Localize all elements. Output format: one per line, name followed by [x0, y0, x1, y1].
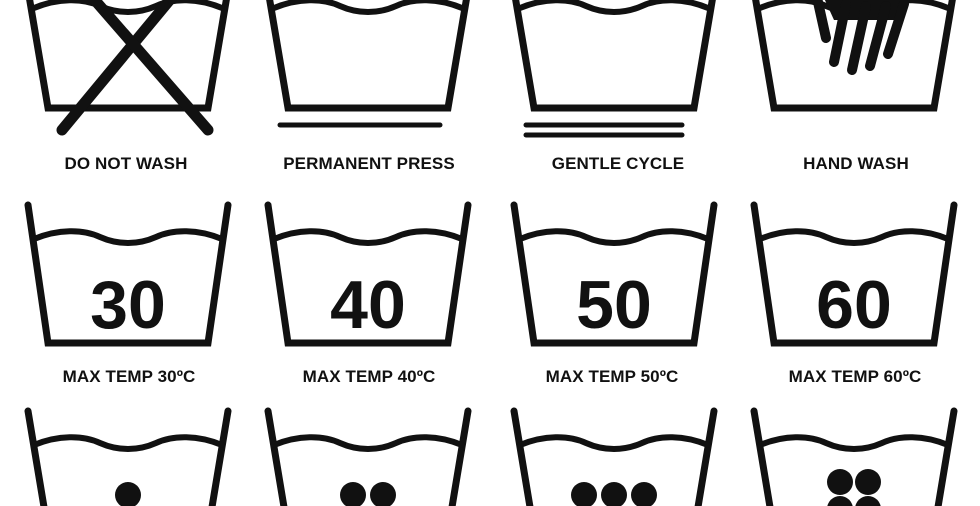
label-hand-wash: HAND WASH	[803, 154, 909, 173]
dot-icon	[601, 482, 627, 506]
dot-icon	[855, 469, 881, 495]
label-do-not-wash: DO NOT WASH	[64, 154, 188, 173]
dot-icon	[827, 496, 853, 506]
dot-icon	[855, 496, 881, 506]
temperature-number: 60	[816, 267, 892, 343]
washtub-hand-icon	[752, 0, 956, 112]
washtub-double-bar-icon	[512, 0, 716, 138]
washtub-temperature-icon: 50	[510, 201, 718, 347]
label-max-temp-50: MAX TEMP 50ºC	[545, 367, 679, 386]
washtub-two-dots-icon	[264, 407, 472, 506]
cross-out-icon	[56, 0, 214, 136]
washtub-temperature-icon: 40	[264, 201, 472, 347]
washtub-single-bar-icon	[266, 0, 470, 128]
label-max-temp-60: MAX TEMP 60ºC	[788, 367, 922, 386]
dot-icon	[571, 482, 597, 506]
washtub-four-dots-icon	[750, 407, 958, 506]
label-max-temp-40: MAX TEMP 40ºC	[302, 367, 436, 386]
dot-icon	[340, 482, 366, 506]
dot-icon	[631, 482, 657, 506]
dot-icon	[827, 469, 853, 495]
washtub-one-dot-icon	[24, 407, 232, 506]
label-permanent-press: PERMANENT PRESS	[283, 154, 455, 173]
temperature-number: 50	[576, 267, 652, 343]
washtub-crossed-out-icon	[26, 0, 230, 136]
label-max-temp-30: MAX TEMP 30ºC	[62, 367, 196, 386]
washtub-temperature-icon: 60	[750, 201, 958, 347]
dot-icon	[370, 482, 396, 506]
washtub-three-dots-icon	[510, 407, 718, 506]
temperature-number: 30	[90, 267, 166, 343]
washtub-temperature-icon: 30	[24, 201, 232, 347]
hand-icon	[813, 0, 909, 75]
label-gentle-cycle: GENTLE CYCLE	[551, 154, 685, 173]
dot-icon	[115, 482, 141, 506]
temperature-number: 40	[330, 267, 406, 343]
